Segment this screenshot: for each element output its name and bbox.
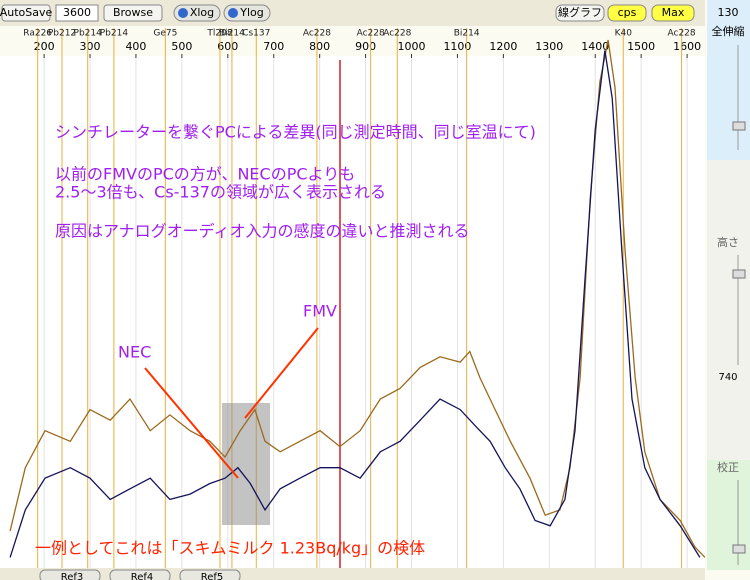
peak-label: Pb214 bbox=[100, 29, 129, 39]
tab[interactable] bbox=[39, 569, 101, 580]
spectrum-line bbox=[9, 50, 701, 558]
x-tick-label: 1300 bbox=[535, 40, 563, 53]
peak-label: Pb212 bbox=[48, 29, 76, 39]
max-label: Max bbox=[662, 6, 685, 19]
peak-label: Tl208 bbox=[206, 29, 232, 39]
note-line: 2.5～3倍も、Cs-137の領域が広く表示される bbox=[55, 183, 386, 202]
browse-label: Browse bbox=[113, 6, 153, 19]
x-tick-label: 900 bbox=[355, 40, 376, 53]
x-tick-label: 1500 bbox=[627, 40, 655, 53]
zoom-label: 全伸縮 bbox=[712, 24, 745, 38]
x-tick-label: 300 bbox=[80, 40, 101, 53]
tab-bar bbox=[0, 568, 705, 580]
x-tick-label: 1200 bbox=[489, 40, 517, 53]
peak-label: Ac228 bbox=[357, 29, 385, 39]
fmv-label: FMV bbox=[303, 302, 337, 321]
tab-label: Ref5 bbox=[201, 572, 224, 580]
plot: 200 300 400 500 600 700 800 900 1000 1100 1200 1300… bbox=[0, 28, 705, 568]
sliders bbox=[732, 45, 746, 565]
ylog-label: Ylog bbox=[239, 6, 264, 19]
plot-area bbox=[0, 56, 705, 568]
height-value: 740 bbox=[718, 372, 737, 383]
cps-label: cps bbox=[618, 6, 637, 19]
ylog-icon bbox=[228, 8, 238, 18]
peak-label: Pb214 bbox=[74, 29, 103, 39]
sample-note: 一例としてこれは「スキムミルク 1.23Bq/kg」の検体 bbox=[35, 539, 425, 558]
tab[interactable] bbox=[109, 569, 171, 580]
spectrum-line bbox=[9, 39, 706, 558]
zoom-thumb[interactable] bbox=[732, 121, 746, 131]
x-tick-label: 1600 bbox=[673, 40, 701, 53]
height-panel bbox=[707, 160, 750, 460]
tab[interactable] bbox=[179, 569, 241, 580]
toolbar-buttons: AutoSave 3600 Browse Xlog Ylog 線グラフ cps … bbox=[0, 4, 695, 22]
x-tick-label: 800 bbox=[309, 40, 330, 53]
x-tick-label: 1000 bbox=[398, 40, 426, 53]
x-tick-label: 200 bbox=[34, 40, 55, 53]
height-thumb[interactable] bbox=[732, 269, 746, 279]
x-tick-label: 400 bbox=[125, 40, 146, 53]
x-tick-label: 600 bbox=[217, 40, 238, 53]
height-label: 高さ bbox=[717, 235, 739, 249]
browse-button[interactable] bbox=[103, 4, 163, 22]
peak-label: K40 bbox=[615, 29, 633, 39]
zoom-panel bbox=[707, 0, 750, 160]
x-tick-label: 700 bbox=[263, 40, 284, 53]
x-tick-label: 500 bbox=[171, 40, 192, 53]
calib-label: 校正 bbox=[717, 460, 739, 474]
fmv-arrow bbox=[244, 327, 319, 419]
xlog-icon bbox=[178, 8, 188, 18]
tab-label: Ref3 bbox=[61, 572, 84, 580]
tab-label: Ref4 bbox=[131, 572, 154, 580]
autosave-label: AutoSave bbox=[0, 6, 52, 19]
max-button[interactable] bbox=[651, 4, 695, 22]
peak-label: Ac228 bbox=[668, 29, 696, 39]
tabs: Ref3 Ref4 Ref5 bbox=[39, 569, 241, 580]
peak-label: Ac228 bbox=[383, 29, 411, 39]
peak-label: Bi214 bbox=[454, 29, 480, 39]
peak-label: Bi214 bbox=[219, 29, 245, 39]
graph-button[interactable] bbox=[555, 4, 605, 22]
cps-button[interactable] bbox=[607, 4, 647, 22]
peak-label: Ra226 bbox=[23, 29, 52, 39]
nec-label: NEC bbox=[118, 343, 151, 362]
peak-label: Ac228 bbox=[303, 29, 331, 39]
series bbox=[9, 39, 706, 558]
note-line: シンチレーターを繋ぐPCによる差異(同じ測定時間、同じ室温にて) bbox=[55, 123, 536, 142]
calib-thumb[interactable] bbox=[732, 544, 746, 554]
note-line: 以前のFMVのPCの方が、NECのPCよりも bbox=[55, 165, 355, 184]
peak-label: Ge75 bbox=[153, 29, 177, 39]
autosave-button[interactable] bbox=[1, 4, 51, 22]
time-input[interactable] bbox=[55, 4, 99, 22]
time-value: 3600 bbox=[63, 6, 91, 19]
note-line: 原因はアナログオーディオ入力の感度の違いと推測される bbox=[55, 222, 470, 241]
annotations: シンチレーターを繋ぐPCによる差異(同じ測定時間、同じ室温にて) 以前のFMVの… bbox=[35, 123, 536, 558]
nec-arrow bbox=[144, 367, 239, 479]
toolbar-value: 130 bbox=[718, 6, 739, 19]
x-tick-label: 1100 bbox=[443, 40, 471, 53]
xlog-label: Xlog bbox=[190, 6, 214, 19]
graph-label: 線グラフ bbox=[558, 5, 602, 19]
x-tick-label: 1400 bbox=[581, 40, 609, 53]
peak-label: Cs137 bbox=[242, 29, 270, 39]
